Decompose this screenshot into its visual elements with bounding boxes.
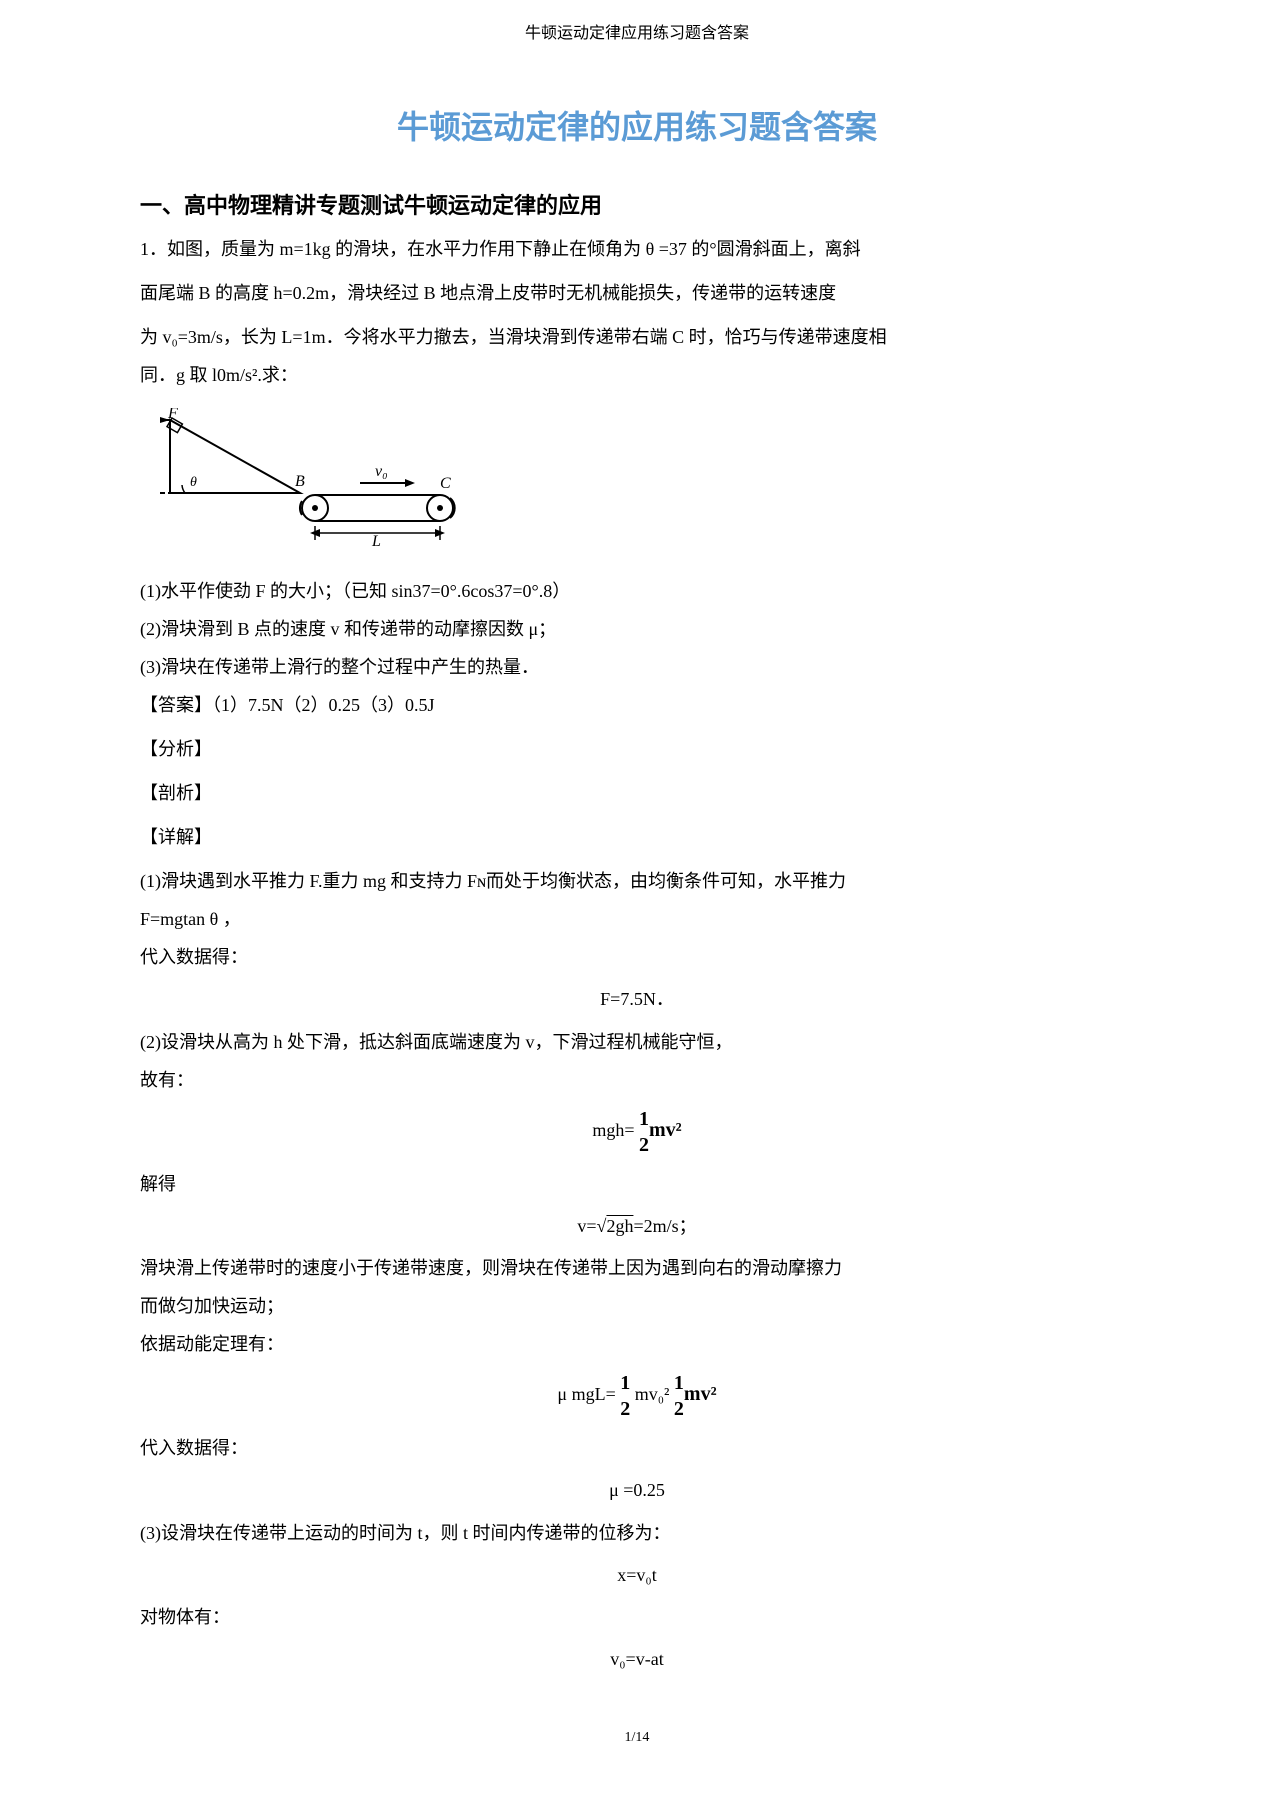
formula: μ =0.25 xyxy=(140,1474,1134,1506)
solution-text: 依据动能定理有： xyxy=(140,1326,1134,1362)
label-theta: θ xyxy=(190,475,197,490)
document-title: 牛顿运动定律的应用练习题含答案 xyxy=(140,99,1134,157)
formula: v₀=v-at xyxy=(140,1643,1134,1675)
problem-line: 同．g 取 l0m/s².求： xyxy=(140,357,1134,393)
formula: μ mgL= 12 mv₀² 12mv² xyxy=(140,1370,1134,1422)
section-heading: 一、高中物理精讲专题测试牛顿运动定律的应用 xyxy=(140,186,1134,226)
analysis-label: 【分析】 xyxy=(140,731,1134,767)
solution-text: (2)设滑块从高为 h 处下滑，抵达斜面底端速度为 v，下滑过程机械能守恒， xyxy=(140,1024,1134,1060)
answer-line: 【答案】（1）7.5N（2）0.25（3）0.5J xyxy=(140,687,1134,723)
formula: v=√2gh=2m/s； xyxy=(140,1210,1134,1242)
solution-text: 而做匀加快运动； xyxy=(140,1288,1134,1324)
problem-line: 1．如图，质量为 m=1kg 的滑块，在水平力作用下静止在倾角为 θ =37 的… xyxy=(140,231,1134,267)
physics-diagram: F θ B v₀ C L xyxy=(150,408,1134,558)
solution-text: 对物体有： xyxy=(140,1599,1134,1635)
formula: mgh= 12mv² xyxy=(140,1106,1134,1158)
problem-line: 面尾端 B 的高度 h=0.2m，滑块经过 B 地点滑上皮带时无机械能损失，传递… xyxy=(140,275,1134,311)
label-v0: v₀ xyxy=(375,463,388,480)
question-3: (3)滑块在传递带上滑行的整个过程中产生的热量． xyxy=(140,649,1134,685)
detail-label: 【详解】 xyxy=(140,819,1134,855)
question-1: (1)水平作使劲 F 的大小；（已知 sin37=0°.6cos37=0°.8） xyxy=(140,573,1134,609)
page-header: 牛顿运动定律应用练习题含答案 xyxy=(140,20,1134,49)
solution-text: 故有： xyxy=(140,1062,1134,1098)
page-number: 1/14 xyxy=(140,1725,1134,1750)
formula: x=v₀t xyxy=(140,1559,1134,1591)
solution-text: 代入数据得： xyxy=(140,1430,1134,1466)
dissect-label: 【剖析】 xyxy=(140,775,1134,811)
label-B: B xyxy=(295,473,305,490)
solution-text: (3)设滑块在传递带上运动的时间为 t，则 t 时间内传递带的位移为： xyxy=(140,1515,1134,1551)
formula: F=7.5N． xyxy=(140,983,1134,1015)
solution-text: 滑块滑上传递带时的速度小于传递带速度，则滑块在传递带上因为遇到向右的滑动摩擦力 xyxy=(140,1250,1134,1286)
solution-text: (1)滑块遇到水平推力 F.重力 mg 和支持力 Fɴ而处于均衡状态，由均衡条件… xyxy=(140,863,1134,899)
solution-text: F=mgtan θ ， xyxy=(140,901,1134,937)
label-L: L xyxy=(371,533,381,548)
problem-line: 为 v₀=3m/s，长为 L=1m．今将水平力撤去，当滑块滑到传递带右端 C 时… xyxy=(140,319,1134,355)
solution-text: 代入数据得： xyxy=(140,939,1134,975)
solution-text: 解得 xyxy=(140,1166,1134,1202)
question-2: (2)滑块滑到 B 点的速度 v 和传递带的动摩擦因数 μ； xyxy=(140,611,1134,647)
label-C: C xyxy=(440,475,451,492)
